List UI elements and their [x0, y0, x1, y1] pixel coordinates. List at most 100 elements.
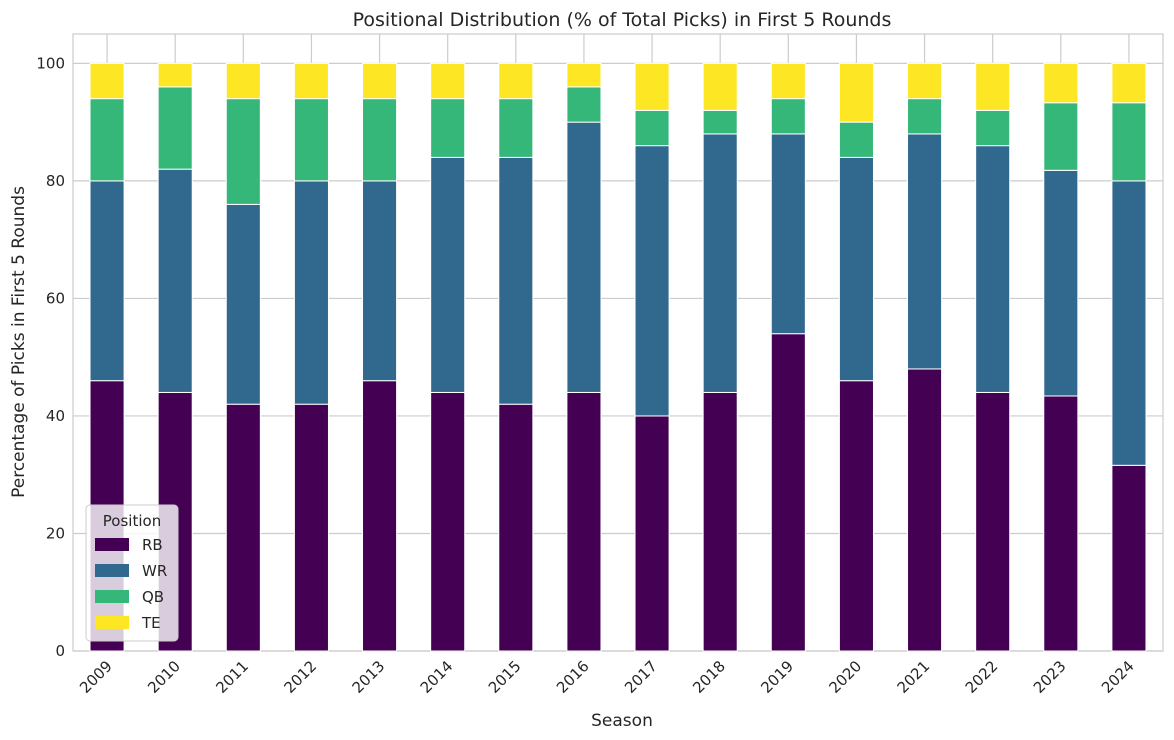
bar-rb-2020 [838, 380, 874, 652]
legend-label-rb: RB [142, 536, 163, 554]
x-tick-label: 2010 [144, 657, 184, 697]
bar-te-2020 [838, 62, 874, 123]
bar-rb-2021 [907, 368, 943, 652]
bar-qb-2019 [770, 98, 806, 135]
bar-wr-2012 [293, 180, 329, 405]
bar-te-2021 [907, 62, 943, 100]
bar-qb-2017 [634, 109, 670, 147]
bar-wr-2015 [498, 156, 534, 405]
bar-qb-2024 [1111, 102, 1147, 182]
legend-label-qb: QB [142, 588, 164, 606]
bar-wr-2010 [157, 168, 193, 393]
legend-swatch-wr [95, 564, 129, 577]
legend-swatch-qb [95, 590, 129, 603]
y-tick-label: 100 [36, 54, 65, 72]
x-tick-label: 2011 [212, 657, 252, 697]
bar-te-2009 [89, 62, 125, 100]
bars [89, 62, 1147, 652]
bar-wr-2016 [566, 121, 602, 393]
legend-swatch-te [95, 616, 129, 629]
y-tick-label: 20 [46, 524, 65, 542]
bar-rb-2024 [1111, 464, 1147, 652]
bar-te-2015 [498, 62, 534, 100]
x-tick-label: 2019 [757, 657, 797, 697]
x-axis-ticks: 2009 2010 2011 2012 2013 2014 2015 2016 2017 2018… [76, 657, 1138, 697]
x-tick-label: 2009 [76, 657, 116, 697]
x-tick-label: 2021 [894, 657, 934, 697]
y-axis-ticks: 0 20 40 60 80 100 [36, 54, 65, 660]
legend-label-te: TE [141, 614, 161, 632]
bar-rb-2022 [975, 391, 1011, 652]
x-tick-label: 2012 [281, 657, 321, 697]
bar-wr-2018 [702, 133, 738, 393]
bar-wr-2017 [634, 145, 670, 417]
legend-swatch-rb [95, 538, 129, 551]
bar-te-2012 [293, 62, 329, 100]
bar-qb-2009 [89, 98, 125, 182]
bar-wr-2020 [838, 156, 874, 382]
bar-te-2018 [702, 62, 738, 111]
x-tick-label: 2015 [485, 657, 525, 697]
bar-qb-2012 [293, 98, 329, 182]
bar-rb-2015 [498, 403, 534, 652]
bar-wr-2009 [89, 180, 125, 382]
bar-te-2024 [1111, 62, 1147, 104]
bar-wr-2021 [907, 133, 943, 370]
bar-rb-2012 [293, 403, 329, 652]
bar-te-2023 [1043, 62, 1079, 104]
bar-te-2010 [157, 62, 193, 88]
bar-te-2013 [362, 62, 398, 100]
x-tick-label: 2023 [1030, 657, 1070, 697]
legend-label-wr: WR [142, 562, 167, 580]
bar-wr-2022 [975, 145, 1011, 393]
legend-title: Position [103, 512, 161, 530]
x-tick-label: 2017 [621, 657, 661, 697]
bar-wr-2011 [225, 203, 261, 405]
bar-wr-2013 [362, 180, 398, 382]
bar-te-2016 [566, 62, 602, 88]
bar-qb-2010 [157, 86, 193, 170]
bar-rb-2014 [430, 391, 466, 652]
y-tick-label: 60 [46, 289, 65, 307]
bar-wr-2014 [430, 156, 466, 393]
bar-rb-2013 [362, 380, 398, 652]
bar-rb-2018 [702, 391, 738, 652]
x-tick-label: 2016 [553, 657, 593, 697]
bar-qb-2016 [566, 86, 602, 123]
bar-qb-2023 [1043, 102, 1079, 171]
bar-wr-2024 [1111, 180, 1147, 466]
bar-qb-2020 [838, 121, 874, 158]
bar-te-2022 [975, 62, 1011, 111]
legend: Position RB WR QB TE [85, 504, 179, 642]
y-tick-label: 40 [46, 407, 65, 425]
x-tick-label: 2024 [1098, 657, 1138, 697]
y-axis-label: Percentage of Picks in First 5 Rounds [9, 186, 29, 498]
y-tick-label: 80 [46, 172, 65, 190]
bar-qb-2018 [702, 109, 738, 135]
bar-qb-2011 [225, 98, 261, 205]
bar-qb-2021 [907, 98, 943, 135]
x-tick-label: 2013 [349, 657, 389, 697]
bar-te-2017 [634, 62, 670, 111]
bar-te-2019 [770, 62, 806, 100]
chart-title: Positional Distribution (% of Total Pick… [353, 9, 892, 31]
x-tick-label: 2018 [689, 657, 729, 697]
legend-items: RB WR QB TE [95, 536, 167, 632]
bar-qb-2015 [498, 98, 534, 158]
bar-te-2014 [430, 62, 466, 100]
bar-wr-2019 [770, 133, 806, 335]
bar-rb-2023 [1043, 395, 1079, 652]
x-tick-label: 2014 [417, 657, 457, 697]
bar-wr-2023 [1043, 169, 1079, 397]
bar-qb-2014 [430, 98, 466, 158]
y-tick-label: 0 [55, 642, 65, 660]
x-tick-label: 2020 [826, 657, 866, 697]
bar-rb-2019 [770, 333, 806, 652]
x-tick-label: 2022 [962, 657, 1002, 697]
bar-rb-2016 [566, 391, 602, 652]
x-axis-label: Season [591, 711, 653, 731]
bar-rb-2017 [634, 415, 670, 652]
bar-rb-2011 [225, 403, 261, 652]
bar-te-2011 [225, 62, 261, 100]
